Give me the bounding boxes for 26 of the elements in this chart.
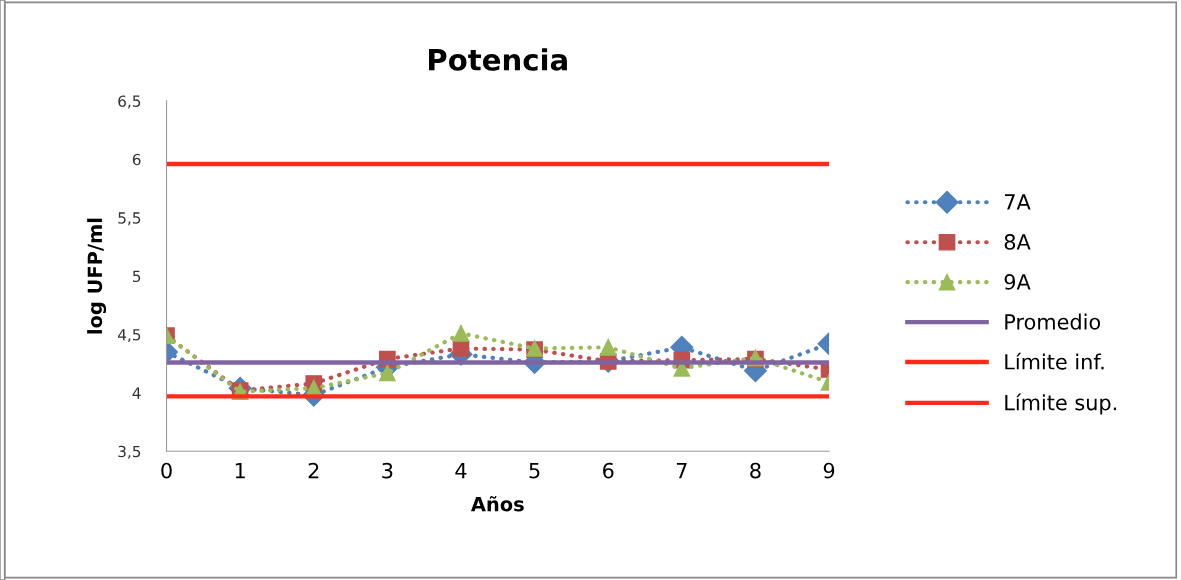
legend-label: Límite sup. [1005, 393, 1117, 415]
x-tick-label: 3 [382, 462, 393, 479]
x-tick-label: 0 [161, 462, 172, 479]
y-tick-label: 4,5 [117, 329, 141, 343]
x-tick-label: 7 [676, 462, 687, 479]
legend-label: Promedio [1005, 313, 1101, 330]
y-tick-label: 5 [132, 270, 141, 283]
x-tick-label: 1 [235, 462, 245, 479]
chart-title: Potencia [429, 48, 567, 71]
y-axis-title: log UFP/ml [87, 218, 107, 334]
x-axis-title: Años [470, 496, 524, 512]
legend-label: Límite inf. [1005, 352, 1104, 370]
x-tick-label: 6 [603, 462, 614, 479]
legend-label: 7A [1004, 194, 1031, 210]
x-tick-label: 5 [529, 462, 540, 479]
y-tick-label: 3,5 [118, 445, 141, 459]
x-tick-label: 4 [455, 462, 467, 479]
x-tick-label: 2 [308, 462, 319, 479]
legend-label: 9A [1004, 274, 1031, 290]
y-tick-label: 4 [132, 387, 141, 399]
y-tick-label: 5,5 [118, 212, 141, 226]
y-tick-label: 6,5 [118, 95, 141, 109]
legend-label: 8A [1004, 234, 1031, 250]
x-tick-label: 9 [823, 462, 835, 479]
y-tick-label: 6 [132, 153, 141, 166]
x-tick-label: 8 [750, 462, 761, 479]
